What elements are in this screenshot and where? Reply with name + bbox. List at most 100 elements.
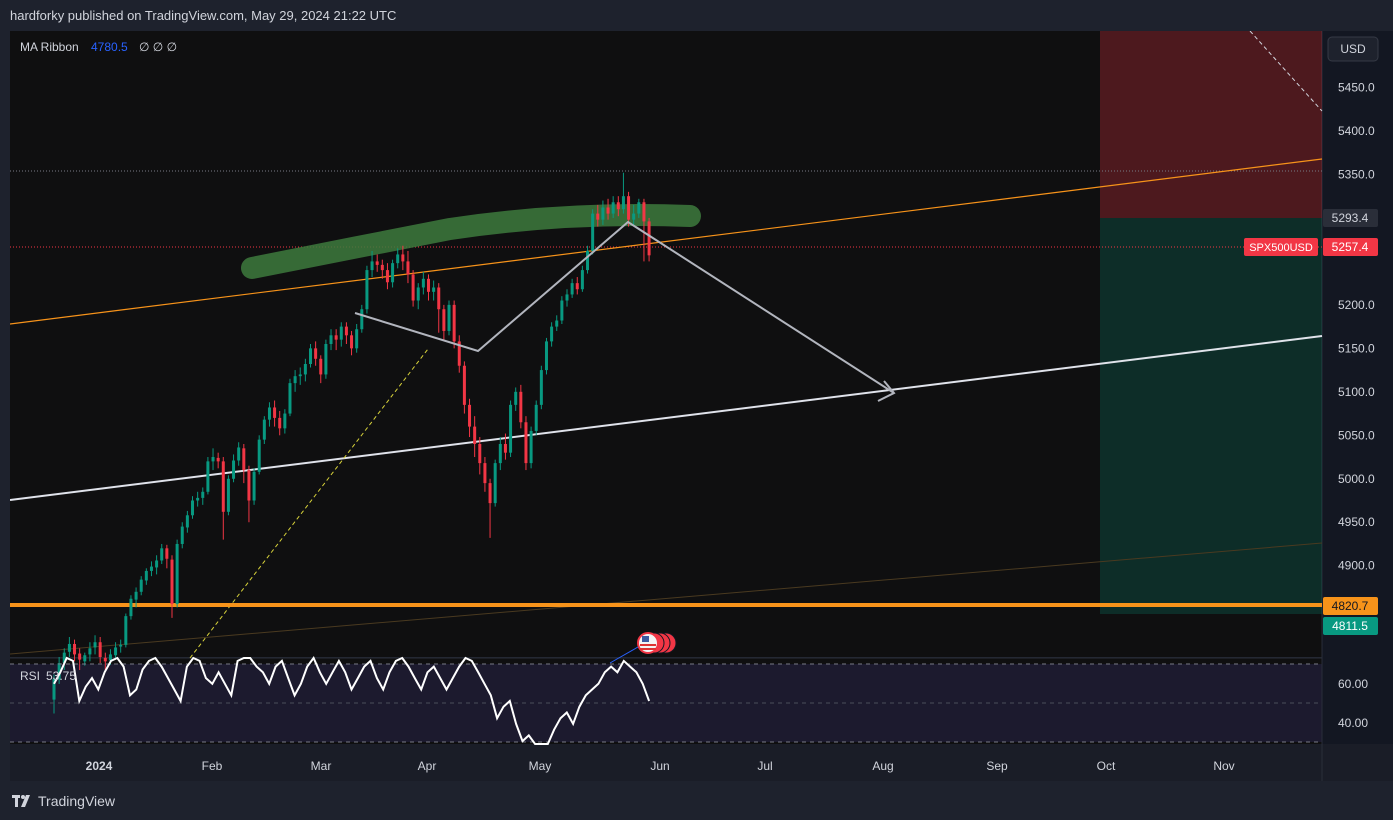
candle-body (232, 460, 236, 479)
ma-ribbon-extras: ∅ ∅ ∅ (139, 40, 177, 54)
time-label-apr: Apr (418, 759, 437, 773)
candle-body (473, 426, 477, 444)
white-dashed-line[interactable] (1249, 31, 1323, 112)
candle-body (483, 463, 487, 484)
candle-body (529, 430, 533, 464)
time-label-sep: Sep (986, 759, 1008, 773)
candle-body (201, 491, 205, 498)
candle-body (329, 335, 333, 344)
candle-body (278, 417, 282, 429)
price-chart[interactable]: USD 5450.0 5400.0 5350.0 5200.0 5150.0 5100.0… (10, 31, 1393, 781)
candlestick-series[interactable] (52, 172, 651, 714)
candle-body (539, 370, 543, 405)
white-support-line[interactable] (10, 335, 1323, 501)
time-label-feb: Feb (202, 759, 223, 773)
candle-body (170, 559, 174, 604)
publisher-header: hardforky published on TradingView.com, … (10, 8, 396, 26)
candle-body (160, 548, 164, 561)
candle-body (360, 309, 364, 330)
projection-arrowhead (877, 380, 896, 402)
symbol-tag-bg (1244, 238, 1318, 256)
time-label-oct: Oct (1097, 759, 1116, 773)
take-profit-zone[interactable] (1100, 218, 1322, 614)
candle-body (62, 652, 66, 664)
marker-4811-bg (1323, 617, 1378, 635)
candle-body (298, 374, 302, 377)
candle-body (257, 439, 261, 472)
candle-body (262, 419, 266, 440)
stop-loss-zone[interactable] (1100, 31, 1322, 218)
candle-body (462, 365, 466, 405)
currency-label: USD (1340, 42, 1366, 56)
candle-body (114, 647, 118, 656)
candle-body (267, 407, 271, 420)
candle-body (493, 463, 497, 504)
candle-body (165, 548, 169, 559)
us-flag-canton (642, 636, 649, 642)
candle-body (67, 643, 71, 652)
candle-body (144, 570, 148, 581)
price-tick-4950.0: 4950.0 (1338, 515, 1375, 529)
candle-body (509, 404, 513, 453)
price-tick-4900.0: 4900.0 (1338, 559, 1375, 573)
footer-brand[interactable]: TradingView (12, 792, 115, 810)
candle-body (293, 376, 297, 384)
candle-body (88, 648, 92, 655)
tradingview-logo-icon (12, 795, 30, 807)
candle-body (324, 344, 328, 375)
marker-4820-bg (1323, 597, 1378, 615)
candle-body (586, 250, 590, 271)
marker-4820-value: 4820.7 (1332, 599, 1369, 613)
candle-body (221, 461, 225, 512)
candle-body (488, 483, 492, 504)
candle-body (632, 213, 636, 220)
highlight-marker-zone[interactable] (241, 204, 701, 279)
publisher-text: hardforky published on TradingView.com, … (10, 8, 397, 23)
price-tick-5200.0: 5200.0 (1338, 298, 1375, 312)
time-label-aug: Aug (872, 759, 893, 773)
time-axis-labels[interactable]: 2024 Feb Mar Apr May Jun Jul Aug Sep Oct Nov (86, 759, 1235, 773)
candle-body (206, 461, 210, 492)
candle-body (365, 270, 369, 310)
candle-body (503, 443, 507, 453)
candle-body (155, 560, 159, 568)
candle-body (519, 391, 523, 423)
candle-body (544, 341, 548, 371)
candle-body (452, 304, 456, 342)
price-tick-5150.0: 5150.0 (1338, 341, 1375, 355)
candle-body (355, 329, 359, 349)
candle-body (550, 326, 554, 342)
candle-body (575, 283, 579, 290)
orange-resistance-line[interactable] (10, 158, 1323, 325)
pattern-zigzag[interactable] (354, 220, 895, 394)
time-label-nov: Nov (1213, 759, 1234, 773)
time-label-may: May (529, 759, 552, 773)
candle-body (421, 278, 425, 288)
candle-body (334, 335, 338, 340)
price-tick-5000.0: 5000.0 (1338, 472, 1375, 486)
candle-body (314, 348, 318, 359)
ma-ribbon-label[interactable]: MA Ribbon (20, 40, 79, 54)
candle-body (103, 657, 107, 662)
candle-body (149, 566, 153, 571)
brand-label: TradingView (38, 793, 116, 809)
candle-body (180, 526, 184, 544)
chart-area[interactable]: USD 5450.0 5400.0 5350.0 5200.0 5150.0 5100.0… (10, 31, 1393, 781)
candle-body (196, 497, 200, 501)
currency-button[interactable] (1327, 36, 1379, 62)
time-label-jun: Jun (650, 759, 669, 773)
candle-body (401, 254, 405, 262)
candle-body (237, 447, 241, 461)
economic-events-badge[interactable] (609, 632, 677, 664)
candle-body (396, 254, 400, 264)
candle-body (129, 598, 133, 617)
candle-body (73, 643, 77, 655)
price-tick-5350.0: 5350.0 (1338, 167, 1375, 181)
candle-body (447, 304, 451, 331)
candle-body (216, 457, 220, 462)
rsi-line[interactable] (53, 656, 651, 745)
candle-body (319, 358, 323, 375)
event-connector (609, 646, 639, 664)
candle-body (432, 287, 436, 292)
rsi-label[interactable]: RSI (20, 669, 40, 683)
